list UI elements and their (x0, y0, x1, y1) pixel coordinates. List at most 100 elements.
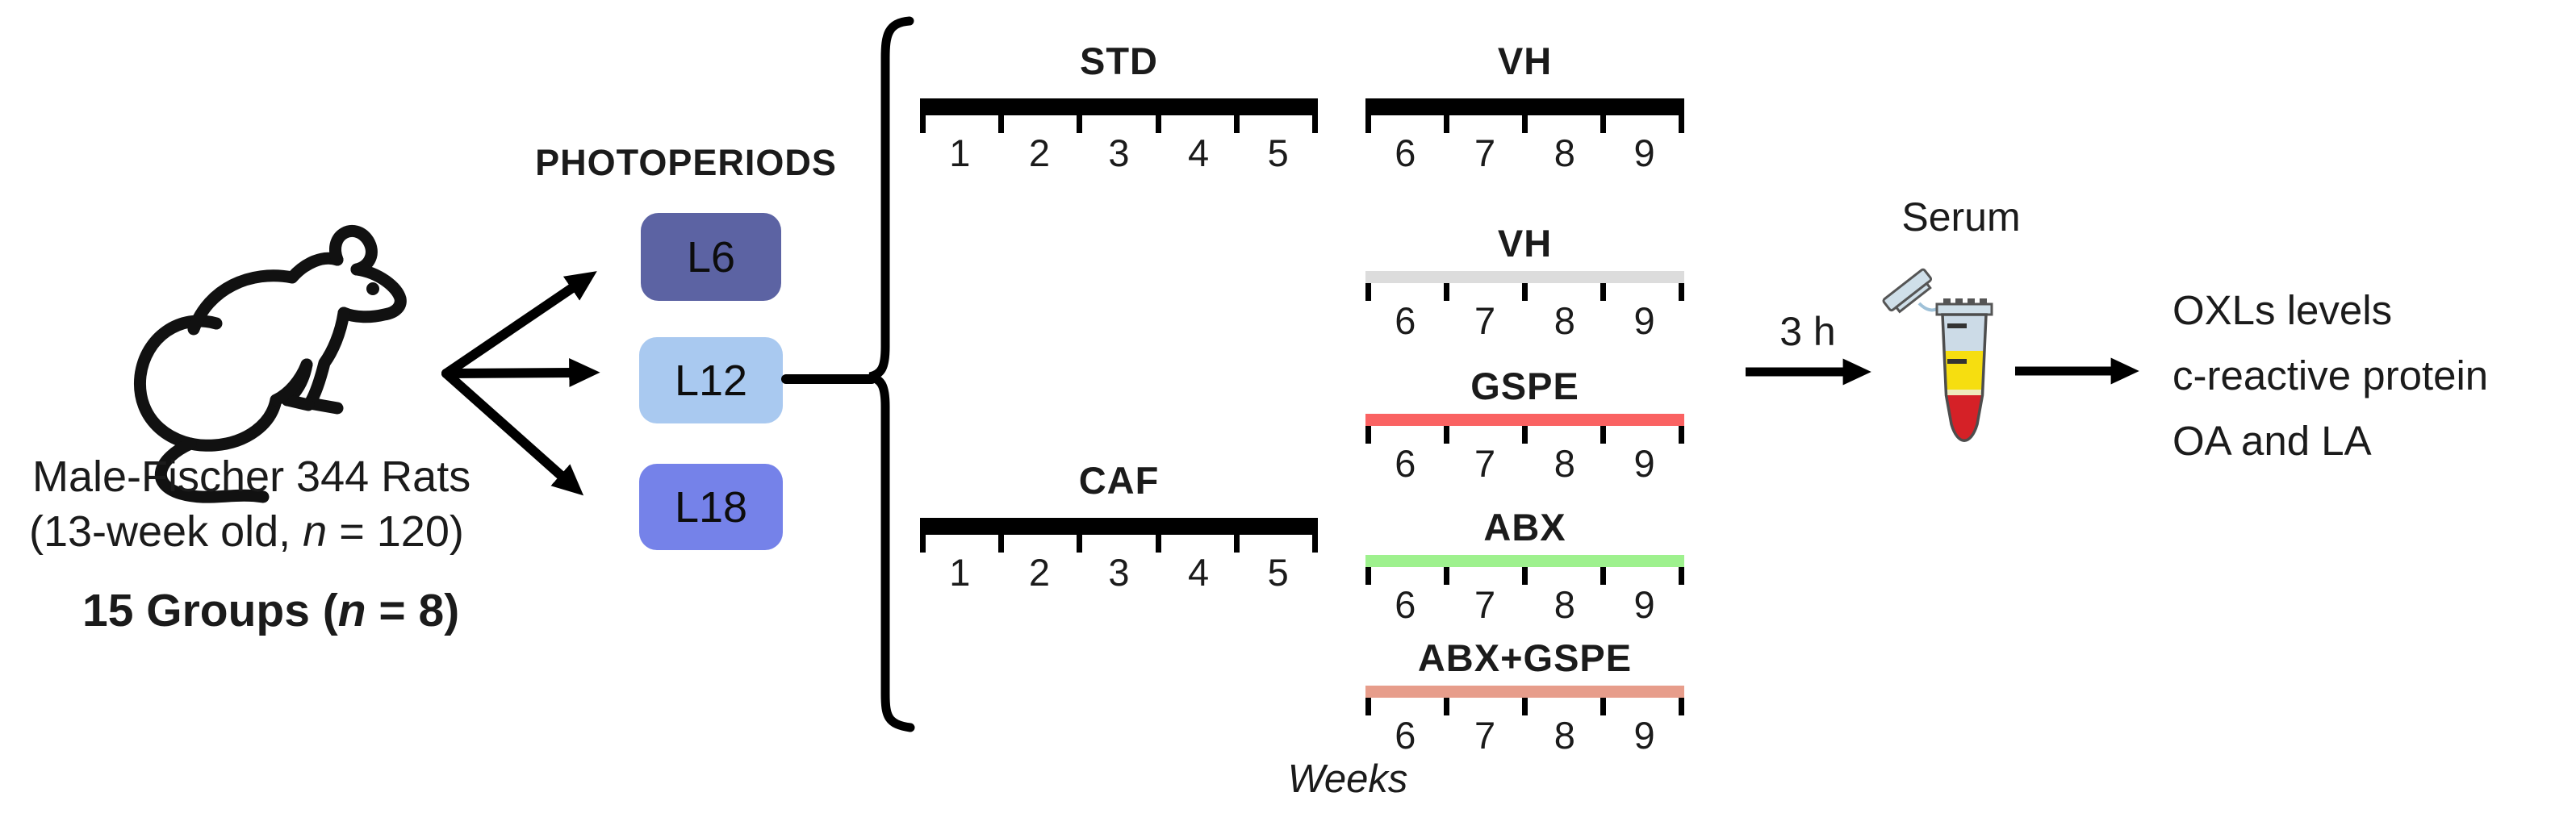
timeline-std-label: STD (1080, 40, 1158, 82)
photoperiods-title: PHOTOPERIODS (535, 142, 837, 183)
grouping-brace (868, 16, 915, 732)
timeline-vh-top-label: VH (1497, 40, 1553, 82)
week-number: 2 (1028, 131, 1050, 174)
timeline-std-bar (920, 98, 1318, 115)
timeline-std-ticks (920, 115, 1318, 133)
rat-eye (366, 282, 379, 295)
rat-second-paw (281, 394, 315, 411)
week-number: 8 (1554, 131, 1575, 174)
timeline-gspe-bar (1365, 414, 1684, 426)
timeline-vh-top-weeks: 6 7 8 9 (1365, 133, 1684, 173)
photoperiod-box-l6: L6 (641, 213, 781, 301)
week-number: 9 (1633, 442, 1655, 485)
week-number: 3 (1108, 131, 1130, 174)
timeline-abx-gspe: ABX+GSPE 6 7 8 9 (1365, 639, 1684, 756)
tube-outline (1941, 313, 1988, 442)
timeline-abx-bar (1365, 555, 1684, 567)
timeline-caf-bar (920, 518, 1318, 535)
week-number: 6 (1395, 299, 1416, 342)
fan-arrow-to-l18 (441, 369, 584, 496)
timeline-abx-gspe-label: ABX+GSPE (1417, 636, 1633, 679)
subject-groups-post: = 8) (366, 585, 460, 636)
rat-front-paw (303, 397, 344, 415)
week-number: 1 (949, 551, 971, 594)
subject-groups: 15 Groups (n = 8) (82, 586, 459, 636)
timeline-std: STD 1 2 3 4 5 (920, 42, 1318, 173)
serum-label: Serum (1901, 194, 2021, 240)
timeline-caf-ticks (920, 535, 1318, 553)
timeline-vh-ticks (1365, 283, 1684, 301)
subject-details-pre: (13-week old, (29, 507, 303, 556)
week-number: 9 (1633, 131, 1655, 174)
tube-cap-lip (1894, 282, 1932, 314)
week-number: 6 (1395, 442, 1416, 485)
timeline-vh: VH 6 7 8 9 (1365, 224, 1684, 341)
photoperiod-label-l6: L6 (686, 232, 736, 282)
week-number: 8 (1554, 299, 1575, 342)
tube-air-section (1942, 315, 1986, 351)
rat-front-leg (303, 307, 350, 410)
week-number: 7 (1474, 299, 1496, 342)
week-number: 7 (1474, 442, 1496, 485)
timeline-abx-weeks: 6 7 8 9 (1365, 585, 1684, 625)
week-number: 8 (1554, 583, 1575, 626)
timeline-gspe-ticks (1365, 426, 1684, 444)
delay-3h-label: 3 h (1779, 309, 1836, 354)
timeline-abx-label: ABX (1483, 506, 1566, 548)
rat-belly (270, 358, 313, 407)
output-oxls: OXLs levels (2172, 287, 2393, 333)
rat-haunch (133, 315, 282, 452)
timeline-vh-top-ticks (1365, 115, 1684, 133)
timeline-std-weeks: 1 2 3 4 5 (920, 133, 1318, 173)
timeline-gspe-weeks: 6 7 8 9 (1365, 444, 1684, 484)
week-number: 5 (1267, 551, 1289, 594)
week-number: 7 (1474, 583, 1496, 626)
fan-arrow-to-l6 (441, 271, 597, 378)
subject-groups-n: n (337, 585, 366, 636)
photoperiod-box-l12: L12 (639, 337, 783, 423)
week-number: 5 (1267, 131, 1289, 174)
subject-groups-pre: 15 Groups ( (82, 585, 338, 636)
rat-ear (329, 225, 378, 276)
timeline-abx: ABX 6 7 8 9 (1365, 508, 1684, 625)
timeline-caf-weeks: 1 2 3 4 5 (920, 553, 1318, 593)
week-number: 3 (1108, 551, 1130, 594)
tube-hinge (1917, 302, 1938, 312)
week-number: 1 (949, 131, 971, 174)
subject-details-n: n (303, 507, 328, 556)
week-number: 9 (1633, 299, 1655, 342)
week-number: 8 (1554, 714, 1575, 757)
timeline-vh-weeks: 6 7 8 9 (1365, 301, 1684, 341)
timeline-vh-top: VH 6 7 8 9 (1365, 42, 1684, 173)
timeline-abx-gspe-weeks: 6 7 8 9 (1365, 715, 1684, 756)
week-number: 4 (1188, 131, 1210, 174)
timeline-gspe: GSPE 6 7 8 9 (1365, 367, 1684, 484)
timeline-vh-label: VH (1497, 222, 1553, 265)
subject-details: (13-week old, n = 120) (29, 507, 464, 557)
rat-icon (133, 225, 407, 503)
photoperiod-box-l18: L18 (639, 464, 783, 550)
week-number: 8 (1554, 442, 1575, 485)
timeline-caf: CAF 1 2 3 4 5 (920, 461, 1318, 593)
timeline-caf-label: CAF (1078, 459, 1160, 502)
week-number: 4 (1188, 551, 1210, 594)
timeline-abx-ticks (1365, 567, 1684, 585)
photoperiod-label-l12: L12 (674, 356, 748, 405)
output-oa-la: OA and LA (2172, 418, 2372, 464)
subject-name: Male-Fischer 344 Rats (32, 453, 471, 501)
timeline-vh-bar (1365, 271, 1684, 283)
tube-blood-section (1946, 395, 1983, 441)
analysis-outputs: OXLs levels c-reactive protein OA and LA (2172, 277, 2488, 473)
timeline-gspe-label: GSPE (1470, 365, 1579, 407)
week-number: 6 (1395, 714, 1416, 757)
tube-serum-section (1944, 351, 1984, 390)
tube-buffy-line (1946, 390, 1983, 395)
week-number: 7 (1474, 131, 1496, 174)
timeline-abx-gspe-bar (1365, 686, 1684, 698)
timeline-vh-top-bar (1365, 98, 1684, 115)
output-crp: c-reactive protein (2172, 352, 2489, 398)
timeline-abx-gspe-ticks (1365, 698, 1684, 715)
photoperiod-label-l18: L18 (674, 482, 748, 532)
